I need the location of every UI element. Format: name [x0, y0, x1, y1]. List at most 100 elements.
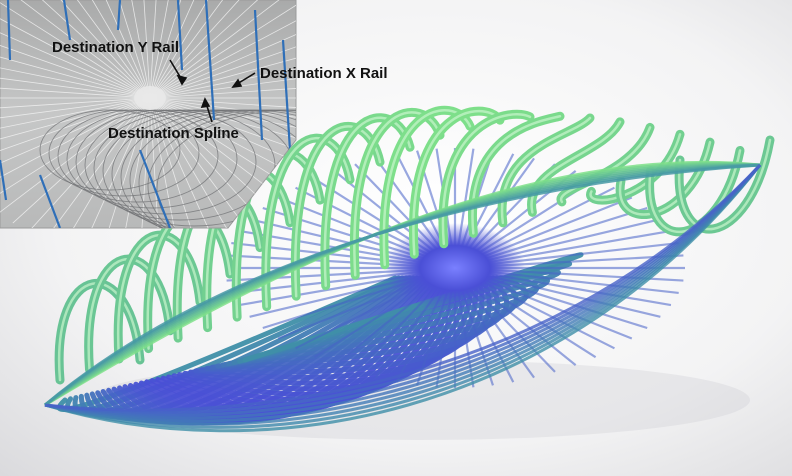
inset-spoke	[12, 0, 151, 99]
inset-spoke	[149, 55, 296, 99]
inset-background	[0, 0, 297, 229]
arrow-x-rail	[236, 72, 256, 85]
inset-spoke	[149, 97, 255, 228]
outer-edge-rail	[44, 164, 762, 420]
inset-loop	[156, 109, 296, 228]
upper-arch-highlight	[589, 133, 682, 202]
outer-edge-rail	[44, 163, 762, 412]
inset-spoke	[0, 97, 151, 113]
inset-spoke	[149, 0, 255, 99]
inset-spoke	[28, 0, 151, 99]
inset-loop	[66, 109, 238, 209]
inset-center-sphere	[134, 86, 166, 110]
inset-blue-rail	[38, 174, 62, 228]
upper-arch-highlight	[87, 257, 172, 371]
inset-spoke	[149, 0, 296, 99]
inset-spoke	[0, 97, 151, 168]
inset-loop	[39, 109, 181, 191]
inset-spoke	[149, 41, 296, 99]
inset-spoke	[63, 97, 151, 228]
inset-spoke	[0, 0, 151, 99]
inset-spoke	[149, 97, 296, 141]
inset-blue-rail	[0, 159, 8, 201]
inset-spoke	[139, 97, 151, 228]
outer-edge-rail	[44, 163, 762, 414]
inset-blue-rail	[204, 0, 216, 121]
inset-spoke	[139, 0, 151, 99]
upper-arch-highlight	[353, 111, 442, 277]
inset-blue-rail	[253, 9, 264, 141]
center-hub	[385, 223, 525, 313]
label-destination-y-rail: Destination Y Rail	[52, 39, 179, 56]
upper-arch-highlight	[648, 149, 742, 234]
upper-arch-highlight	[57, 282, 142, 382]
inset-spoke	[100, 0, 151, 99]
inset-spoke	[149, 0, 200, 99]
twisted-rail-sculpture	[44, 105, 775, 433]
inset-spoke	[0, 97, 151, 204]
inset-panel: Destination Y Rail Destination X Rail De…	[0, 0, 388, 229]
upper-arch-highlight	[116, 233, 202, 361]
upper-arch-highlight	[677, 138, 772, 231]
inset-spoke	[149, 97, 296, 193]
inset-spoke	[0, 97, 151, 127]
outer-edge-rail	[44, 164, 762, 423]
upper-arch-highlight	[530, 120, 622, 214]
inset-blue-rail	[176, 0, 184, 71]
inset-loop	[84, 109, 276, 221]
inset-spoke	[120, 97, 151, 228]
inset-spoke	[149, 97, 200, 228]
inset-spoke	[149, 0, 161, 99]
upper-arch-highlight	[412, 109, 502, 256]
inset-spoke	[63, 0, 151, 99]
inset-spoke	[0, 28, 151, 99]
inset-spoke	[149, 0, 219, 99]
inset-spoke	[0, 15, 151, 99]
inset-spoke	[0, 0, 151, 99]
inset-spoke	[149, 97, 180, 228]
inset-spoke	[0, 41, 151, 99]
inset-spoke	[0, 97, 151, 141]
inset-wireframe	[0, 0, 296, 228]
inset-spoke	[0, 3, 151, 99]
inset-spoke	[0, 97, 151, 214]
inset-spoke	[149, 0, 180, 99]
label-destination-spline: Destination Spline	[108, 125, 239, 142]
inset-spoke	[81, 0, 151, 99]
inset-spoke	[0, 69, 151, 99]
outer-edge-rail	[44, 163, 761, 407]
inset-spoke	[149, 97, 296, 155]
outer-edge-rail	[44, 164, 762, 429]
arrow-y-rail-head	[176, 74, 188, 86]
inset-blue-rail	[281, 39, 292, 151]
inset-spoke	[149, 0, 272, 99]
label-arrows	[169, 59, 256, 123]
inset-spoke	[120, 0, 151, 99]
outer-edge-rail	[44, 164, 762, 417]
inset-spoke	[0, 55, 151, 99]
label-destination-x-rail: Destination X Rail	[260, 65, 388, 82]
inset-spoke	[45, 97, 151, 228]
inset-spoke	[149, 97, 296, 168]
inset-spoke	[0, 83, 151, 99]
inset-blue-rail	[6, 0, 12, 61]
arrow-spline-head	[200, 97, 211, 108]
inset-blue-rail	[116, 0, 122, 31]
inset-loop	[57, 109, 219, 203]
inset-spoke	[149, 0, 237, 99]
inset-spoke	[149, 3, 296, 99]
inset-blue-rail	[62, 0, 72, 41]
inset-spoke	[149, 28, 296, 99]
inset-spoke	[28, 97, 151, 228]
inset-spoke	[81, 97, 151, 228]
upper-arch-highlight	[441, 113, 532, 246]
arrow-x-rail-head	[231, 78, 243, 89]
upper-arch-highlight	[323, 116, 412, 287]
inset-spoke	[149, 0, 288, 99]
inset-blue-rail	[138, 149, 172, 228]
inset-spoke	[0, 97, 151, 155]
outer-edge-rail	[44, 164, 762, 433]
inset-spoke	[149, 97, 219, 228]
inset-spoke	[149, 97, 237, 228]
